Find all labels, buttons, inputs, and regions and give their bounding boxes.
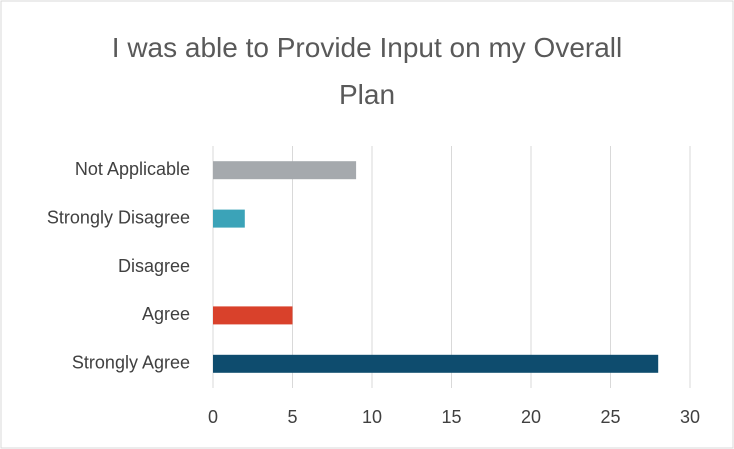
- bar: [213, 209, 245, 228]
- x-tick-label: 20: [521, 407, 541, 427]
- x-tick-label: 30: [680, 407, 700, 427]
- x-tick-label: 15: [441, 407, 461, 427]
- y-tick-label: Agree: [142, 304, 190, 324]
- y-tick-label: Strongly Disagree: [47, 207, 190, 227]
- x-tick-label: 5: [287, 407, 297, 427]
- x-tick-label: 25: [600, 407, 620, 427]
- x-tick-label: 0: [208, 407, 218, 427]
- bar: [213, 354, 659, 373]
- x-tick-label: 10: [362, 407, 382, 427]
- bar: [213, 161, 357, 180]
- y-tick-label: Disagree: [118, 256, 190, 276]
- y-tick-label: Not Applicable: [75, 159, 190, 179]
- y-tick-label: Strongly Agree: [72, 353, 190, 373]
- chart-title: I was able to Provide Input on my Overal…: [111, 32, 623, 110]
- bar: [213, 306, 293, 325]
